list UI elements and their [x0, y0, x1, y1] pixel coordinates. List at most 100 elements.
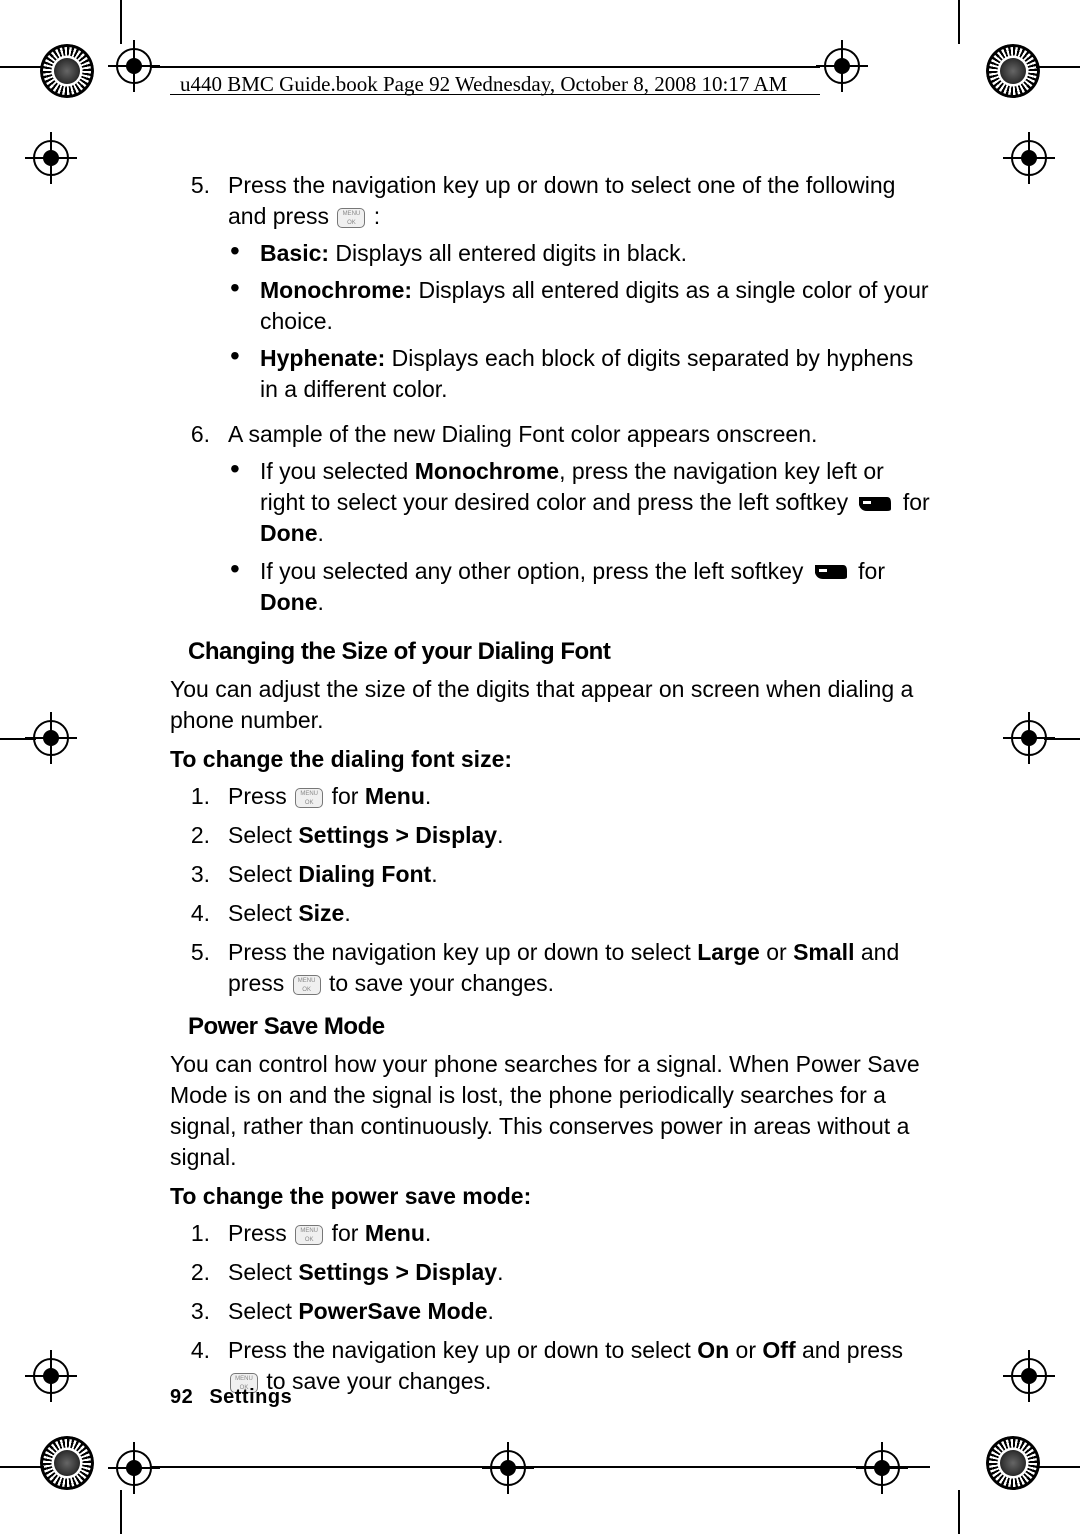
crop-rosette-tl	[40, 44, 94, 98]
option-label: Hyphenate:	[260, 345, 385, 371]
footer-section: Settings	[209, 1386, 292, 1408]
font-step-3: 3. Select Dialing Font.	[170, 859, 930, 890]
text: Press	[228, 783, 293, 809]
reg-mark	[490, 1450, 526, 1486]
text: Select	[228, 861, 298, 887]
step-number: 6.	[170, 419, 228, 623]
option-text: Displays all entered digits in black.	[329, 240, 687, 266]
substep: • If you selected Monochrome, press the …	[228, 456, 930, 549]
crop-line	[958, 1490, 960, 1534]
text: Press the navigation key up or down to s…	[228, 939, 697, 965]
text: and press	[796, 1337, 903, 1363]
text: .	[431, 861, 437, 887]
crop-line	[0, 1466, 44, 1468]
step-5: 5. Press the navigation key up or down t…	[170, 170, 930, 411]
text: If you selected	[260, 458, 415, 484]
crop-rosette-br	[986, 1436, 1040, 1490]
font-step-5: 5. Press the navigation key up or down t…	[170, 937, 930, 999]
text: for	[325, 1220, 365, 1246]
text-bold: Large	[697, 939, 760, 965]
menu-ok-key-icon: MENUOK	[295, 788, 323, 808]
menu-ok-key-icon: MENUOK	[337, 208, 365, 228]
option-label: Monochrome:	[260, 277, 412, 303]
option-hyphenate: • Hyphenate: Displays each block of digi…	[228, 343, 930, 405]
left-softkey-icon	[857, 495, 893, 513]
step-number: 5.	[170, 937, 228, 999]
page-number: 92	[170, 1386, 193, 1408]
step-number: 5.	[170, 170, 228, 411]
step-text: :	[374, 203, 380, 229]
text: Select	[228, 1259, 298, 1285]
reg-mark	[33, 140, 69, 176]
text: or	[760, 939, 793, 965]
reg-mark	[824, 48, 860, 84]
reg-mark	[33, 1358, 69, 1394]
text: Press the navigation key up or down to s…	[228, 1337, 697, 1363]
page-footer: 92 Settings	[170, 1386, 292, 1409]
paragraph: You can adjust the size of the digits th…	[170, 674, 930, 736]
left-softkey-icon	[813, 563, 849, 581]
crop-line	[958, 0, 960, 44]
text: .	[318, 520, 324, 546]
text: for	[325, 783, 365, 809]
header-rule	[170, 94, 820, 95]
text: Select	[228, 822, 298, 848]
power-step-1: 1. Press MENUOK for Menu.	[170, 1218, 930, 1249]
step-number: 3.	[170, 859, 228, 890]
menu-ok-key-icon: MENUOK	[293, 975, 321, 995]
heading-to-change-font: To change the dialing font size:	[170, 746, 930, 773]
crop-line	[1036, 1466, 1080, 1468]
crop-line	[1044, 738, 1080, 740]
reg-mark	[116, 1450, 152, 1486]
step-number: 3.	[170, 1296, 228, 1327]
option-label: Basic:	[260, 240, 329, 266]
option-monochrome: • Monochrome: Displays all entered digit…	[228, 275, 930, 337]
power-step-3: 3. Select PowerSave Mode.	[170, 1296, 930, 1327]
crop-line	[120, 1490, 122, 1534]
text: .	[318, 589, 324, 615]
crop-line	[0, 738, 36, 740]
option-basic: • Basic: Displays all entered digits in …	[228, 238, 930, 269]
text-bold: Menu	[365, 783, 425, 809]
bullet-icon: •	[228, 238, 260, 269]
text: .	[425, 783, 431, 809]
text: for	[852, 558, 885, 584]
reg-mark	[33, 720, 69, 756]
text-bold: Done	[260, 589, 318, 615]
reg-mark	[864, 1450, 900, 1486]
text-bold: Settings > Display	[298, 822, 497, 848]
text: for	[896, 489, 929, 515]
bullet-icon: •	[228, 275, 260, 337]
text: .	[488, 1298, 494, 1324]
text: to save your changes.	[260, 1368, 491, 1394]
font-step-2: 2. Select Settings > Display.	[170, 820, 930, 851]
reg-mark	[116, 48, 152, 84]
text: .	[425, 1220, 431, 1246]
crop-line	[150, 66, 820, 68]
menu-ok-key-icon: MENUOK	[295, 1225, 323, 1245]
step-number: 4.	[170, 898, 228, 929]
bullet-icon: •	[228, 556, 260, 618]
text: or	[729, 1337, 762, 1363]
substep: • If you selected any other option, pres…	[228, 556, 930, 618]
step-number: 1.	[170, 781, 228, 812]
text-bold: Small	[793, 939, 854, 965]
text-bold: Off	[762, 1337, 795, 1363]
crop-line	[150, 1466, 930, 1468]
text: .	[344, 900, 350, 926]
text: .	[497, 1259, 503, 1285]
step-number: 2.	[170, 820, 228, 851]
text-bold: Done	[260, 520, 318, 546]
text-bold: Dialing Font	[298, 861, 431, 887]
page-content: 5. Press the navigation key up or down t…	[170, 170, 930, 1405]
step-6: 6. A sample of the new Dialing Font colo…	[170, 419, 930, 623]
text-bold: PowerSave Mode	[298, 1298, 487, 1324]
crop-line	[0, 66, 44, 68]
text: .	[497, 822, 503, 848]
text-bold: Size	[298, 900, 344, 926]
text-bold: Menu	[365, 1220, 425, 1246]
step-text: Press the navigation key up or down to s…	[228, 172, 895, 229]
crop-rosette-tr	[986, 44, 1040, 98]
crop-line	[120, 0, 122, 44]
paragraph: You can control how your phone searches …	[170, 1049, 930, 1173]
